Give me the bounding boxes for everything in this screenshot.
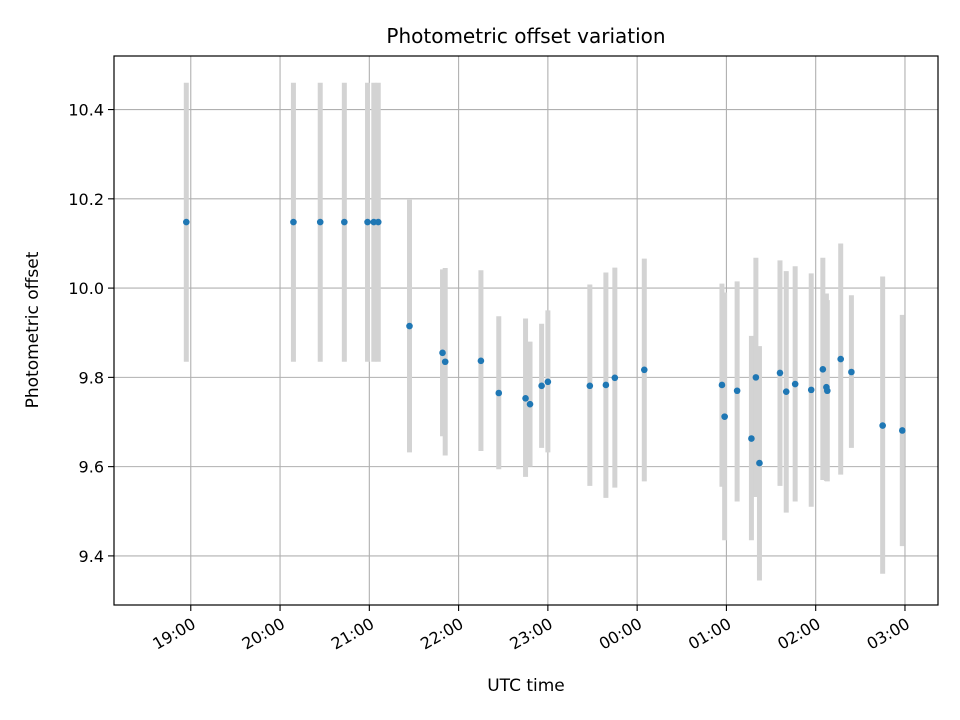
chart-title: Photometric offset variation bbox=[386, 24, 665, 48]
data-point bbox=[837, 355, 844, 363]
data-points bbox=[183, 218, 906, 467]
data-point bbox=[640, 366, 648, 374]
data-point bbox=[439, 349, 446, 357]
y-tick-label: 10.2 bbox=[68, 190, 104, 209]
y-tick-label: 10.0 bbox=[68, 279, 104, 298]
data-point bbox=[748, 435, 755, 442]
data-point bbox=[477, 357, 485, 365]
y-tick-label: 9.8 bbox=[79, 368, 104, 387]
data-point bbox=[611, 374, 619, 382]
data-point bbox=[752, 374, 760, 381]
y-axis-ticks: 9.4 9.6 9.8 10.0 10.2 10.4 bbox=[68, 101, 114, 566]
data-point bbox=[374, 218, 382, 226]
data-point bbox=[721, 413, 728, 420]
data-point bbox=[526, 400, 534, 408]
data-point bbox=[718, 381, 726, 389]
data-point bbox=[183, 218, 190, 226]
data-point bbox=[495, 389, 503, 397]
data-point bbox=[756, 459, 763, 467]
data-point bbox=[316, 218, 324, 226]
data-point bbox=[538, 382, 545, 390]
x-axis-label: UTC time bbox=[487, 676, 565, 696]
y-axis-label: Photometric offset bbox=[23, 251, 43, 408]
y-tick-label: 10.4 bbox=[68, 101, 104, 120]
data-point bbox=[602, 381, 610, 389]
data-point bbox=[586, 382, 594, 390]
data-point bbox=[406, 322, 413, 330]
plot-area-frame bbox=[113, 55, 939, 606]
data-point bbox=[290, 218, 297, 226]
data-point bbox=[776, 369, 784, 377]
data-point bbox=[544, 378, 552, 386]
data-point bbox=[782, 388, 790, 395]
data-point bbox=[848, 368, 855, 376]
data-point bbox=[364, 218, 371, 226]
data-point bbox=[733, 387, 741, 395]
data-point bbox=[879, 422, 886, 429]
data-point bbox=[819, 366, 827, 373]
y-tick-label: 9.6 bbox=[79, 458, 104, 477]
data-point bbox=[341, 218, 348, 226]
data-point bbox=[791, 380, 799, 388]
data-point bbox=[522, 395, 529, 402]
y-tick-label: 9.4 bbox=[79, 547, 104, 566]
data-point bbox=[441, 358, 449, 366]
data-point bbox=[807, 386, 815, 394]
data-point bbox=[824, 387, 831, 395]
data-point bbox=[898, 427, 906, 434]
